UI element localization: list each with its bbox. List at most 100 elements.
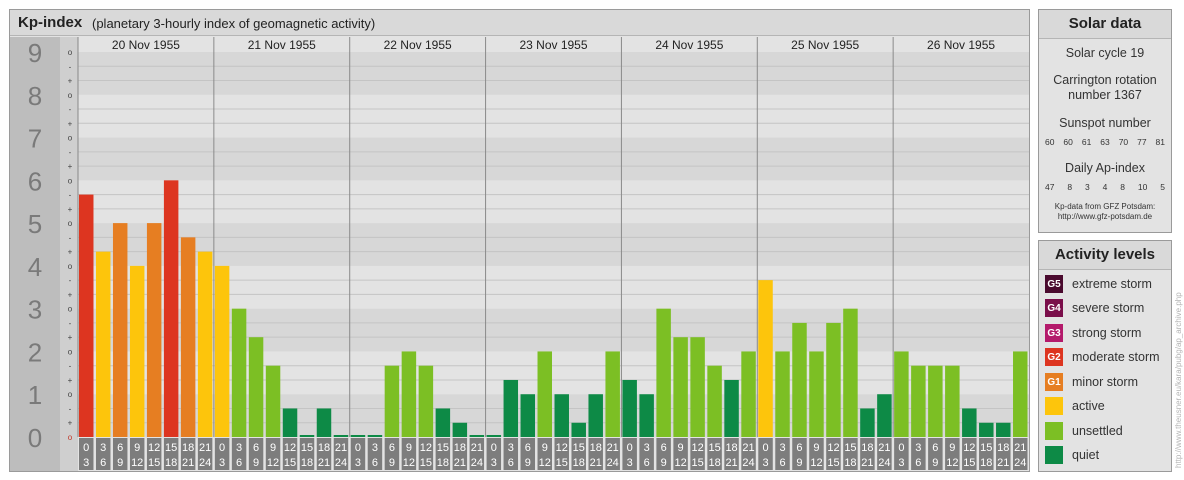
time-slot-cell [979,438,994,470]
slot-start-label: 12 [420,442,432,454]
time-slot-cell [860,438,875,470]
sunspot-value: 60 [1063,137,1073,147]
slot-end-label: 15 [148,457,160,469]
kp-bar [401,351,417,437]
time-slot-cell [503,438,519,470]
level-g4: G4 severe storm [1045,298,1144,318]
time-slot-cell [758,438,773,470]
g3-label: strong storm [1072,326,1142,340]
kp-bar [452,422,468,437]
day-label: 26 Nov 1955 [927,38,995,52]
g1-label: minor storm [1072,375,1138,389]
kp-bar [945,365,960,437]
y-tick-label: 0 [28,423,42,453]
kp-bar [214,265,230,437]
slot-start-label: 6 [661,442,667,454]
slot-start-label: 21 [335,442,347,454]
slot-end-label: 12 [131,457,143,469]
slot-start-label: 0 [762,442,768,454]
time-slot-cell [282,438,298,470]
slot-start-label: 21 [607,442,619,454]
kp-bar [639,394,654,437]
sunspot-title: Sunspot number [1059,116,1151,130]
kp-bar [486,435,502,437]
level-active: active [1045,396,1105,416]
g5-label: extreme storm [1072,277,1152,291]
time-slot-cell [129,438,145,470]
y-tick-label: 2 [28,337,42,367]
slot-start-label: 15 [573,442,585,454]
slot-end-label: 21 [454,457,466,469]
ap-value: 10 [1137,182,1148,192]
kp-bar [962,408,977,437]
level-g2: G2 moderate storm [1045,347,1160,367]
time-slot-cell [418,438,434,470]
slot-start-label: 0 [355,442,361,454]
sunspot-value: 77 [1137,137,1147,147]
kp-bar [333,435,349,437]
kp-bar [367,435,383,437]
carrington-line-1: Carrington rotation [1053,73,1157,87]
kp-bar [656,308,671,437]
kp-bar [996,422,1011,437]
slot-end-label: 15 [556,457,568,469]
y-tick-label: 8 [28,81,42,111]
gfz-credit-link[interactable]: http://www.gfz-potsdam.de [1057,212,1153,221]
unsettled-swatch [1045,422,1063,440]
kp-band [78,94,1029,138]
time-slot-cell [707,438,722,470]
slot-end-label: 12 [674,457,686,469]
slot-end-label: 15 [284,457,296,469]
minor-tick-label: - [69,276,72,285]
time-slot-cell [79,438,94,470]
slot-start-label: 9 [406,442,412,454]
slot-start-label: 6 [525,442,531,454]
slot-start-label: 6 [117,442,123,454]
minor-tick-label: + [68,290,73,299]
sunspot-value: 81 [1155,137,1165,147]
time-slot-cell [911,438,926,470]
slot-end-label: 18 [301,457,313,469]
slot-end-label: 21 [182,457,194,469]
sunspot-value: 70 [1118,137,1129,147]
slot-end-label: 24 [199,457,211,469]
slot-start-label: 9 [270,442,276,454]
sunspot-row: 60 60 61 63 70 77 81 [1039,137,1171,147]
kp-bar [180,237,196,437]
slot-start-label: 3 [779,442,785,454]
slot-start-label: 3 [644,442,650,454]
kp-bar [860,408,875,437]
minor-tick-label: - [69,404,72,413]
kp-band [78,265,1029,309]
kp-bar [894,351,909,437]
slot-start-label: 0 [627,442,633,454]
minor-tick-label: - [69,362,72,371]
kp-bar [826,322,841,437]
minor-tick-label: o [68,262,73,271]
time-slot-cell [316,438,332,470]
ap-value: 5 [1160,182,1165,192]
time-slot-cell [486,438,502,470]
kp-bar [775,351,790,437]
slot-start-label: 3 [508,442,514,454]
kp-bar [282,408,298,437]
carrington-line-2: number 1367 [1068,88,1142,102]
slot-start-label: 21 [199,442,211,454]
active-label: active [1072,399,1105,413]
active-swatch [1045,397,1063,415]
slot-end-label: 21 [861,457,873,469]
slot-start-label: 9 [134,442,140,454]
time-slot-cell [894,438,909,470]
level-quiet: quiet [1045,445,1099,465]
slot-end-label: 18 [844,457,856,469]
ap-value: 47 [1045,182,1055,192]
kp-bar [673,337,688,437]
day-label: 21 Nov 1955 [248,38,316,52]
slot-start-label: 15 [165,442,177,454]
slot-end-label: 6 [644,457,650,469]
slot-end-label: 9 [661,457,667,469]
minor-tick-label: + [68,162,73,171]
slot-end-label: 3 [898,457,904,469]
ap-value: 4 [1102,182,1108,192]
time-slot-cell [367,438,383,470]
